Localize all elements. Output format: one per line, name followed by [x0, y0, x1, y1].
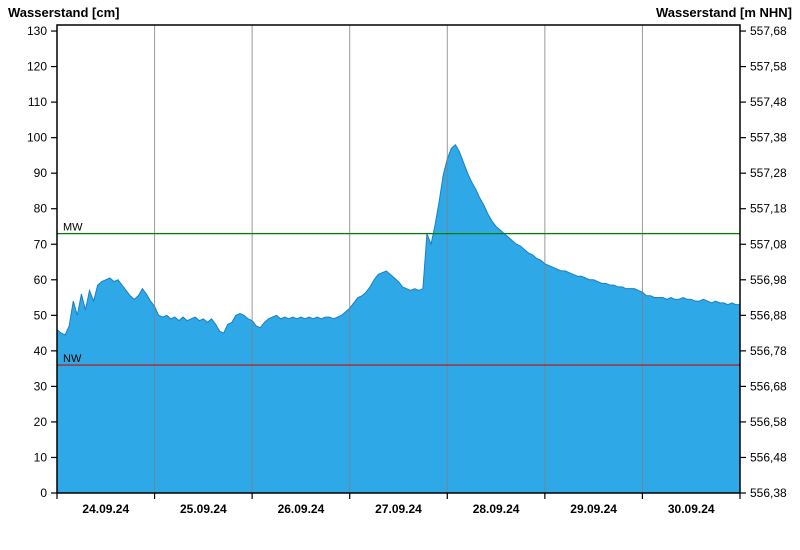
date-tick-label: 28.09.24: [473, 502, 520, 516]
left-axis-title: Wasserstand [cm]: [8, 5, 120, 20]
right-axis-tick-label: 556,58: [750, 415, 787, 429]
right-axis-tick-label: 557,68: [750, 24, 787, 38]
left-axis-tick-label: 100: [27, 131, 47, 145]
right-axis-tick-label: 556,88: [750, 308, 787, 322]
left-axis-tick-label: 30: [34, 379, 48, 393]
area-series-group: [56, 143, 740, 493]
date-tick-label: 26.09.24: [278, 502, 325, 516]
date-tick-label: 24.09.24: [82, 502, 129, 516]
plot-frame-group: [56, 24, 741, 494]
right-axis-tick-label: 557,38: [750, 131, 787, 145]
water-level-line: [56, 143, 740, 336]
right-axis-tick-label: 557,48: [750, 95, 787, 109]
right-axis-title: Wasserstand [m NHN]: [656, 5, 792, 20]
left-axis-tick-label: 110: [28, 95, 47, 109]
right-axis-tick-label: 557,18: [750, 202, 787, 216]
right-axis-tick-label: 556,38: [750, 486, 787, 500]
mw-reference-label: MW: [63, 222, 83, 234]
right-axis-tick-label: 557,08: [750, 237, 787, 251]
left-axis-tick-label: 0: [40, 486, 47, 500]
right-axis-tick-label: 556,98: [750, 273, 787, 287]
left-axis-tick-label: 10: [34, 450, 48, 464]
right-axis-tick-label: 556,48: [750, 450, 787, 464]
left-axis-tick-label: 120: [27, 60, 47, 74]
reference-lines-group: MW NW: [57, 222, 740, 366]
plot-frame: [56, 24, 741, 494]
left-axis-tick-label: 60: [34, 273, 48, 287]
date-tick-label: 29.09.24: [570, 502, 617, 516]
date-tick-label: 27.09.24: [375, 502, 422, 516]
right-axis-tick-label: 556,78: [750, 344, 787, 358]
date-tick-label: 30.09.24: [668, 502, 715, 516]
axis-labels-group: 0 556,38 10 556,48 20 556,58 30 556,68 40 556,78 5…: [27, 24, 787, 516]
right-axis-tick-label: 557,28: [750, 166, 787, 180]
gridlines-group: [154, 25, 643, 493]
left-axis-tick-label: 20: [34, 415, 48, 429]
left-axis-tick-label: 80: [34, 202, 48, 216]
left-axis-tick-label: 40: [34, 344, 48, 358]
right-axis-tick-label: 556,68: [750, 379, 787, 393]
left-axis-tick-label: 90: [34, 166, 48, 180]
right-axis-tick-label: 557,58: [750, 60, 787, 74]
water-level-area: [57, 144, 740, 493]
left-axis-tick-label: 130: [27, 24, 47, 38]
left-axis-tick-label: 70: [34, 237, 48, 251]
left-axis-tick-label: 50: [34, 308, 48, 322]
date-tick-label: 25.09.24: [180, 502, 227, 516]
ticks-group: [51, 30, 746, 499]
nw-reference-label: NW: [63, 353, 82, 365]
